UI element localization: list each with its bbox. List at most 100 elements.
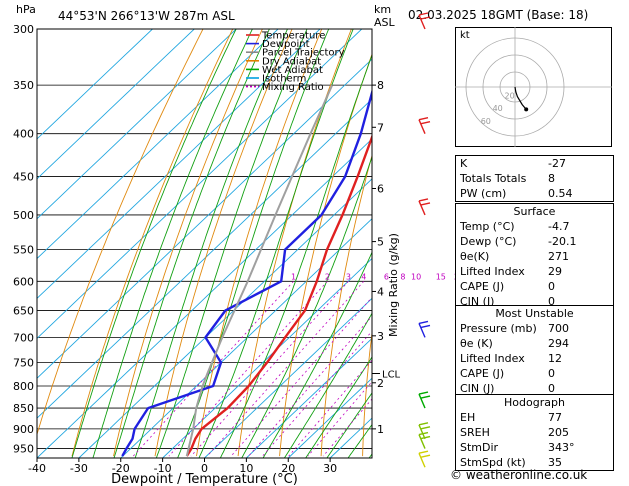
temp-tick-label: 10: [239, 462, 253, 475]
param-name: CAPE (J): [460, 367, 505, 380]
param-name: Totals Totals: [460, 172, 527, 185]
param-name: EH: [460, 411, 476, 424]
dry-adiabat-line: [237, 29, 352, 457]
param-value: 0: [548, 295, 555, 308]
param-name: Temp (°C): [460, 220, 515, 233]
param-name: Lifted Index: [460, 352, 525, 365]
param-row: Dewp (°C) -20.1: [456, 234, 613, 249]
param-name: θe (K): [460, 337, 493, 350]
hodo-ring-label: 40: [493, 104, 503, 113]
isotherm-line: [120, 218, 372, 458]
mixing-ratio-label: 4: [361, 272, 366, 281]
param-row: EH 77: [456, 410, 613, 425]
param-value: 77: [548, 411, 562, 424]
pressure-tick-label: 600: [13, 275, 34, 288]
km-tick-label: 1: [377, 423, 384, 436]
param-name: StmSpd (kt): [460, 456, 526, 469]
surface-panel: Surface Temp (°C) -4.7 Dewp (°C) -20.1 θe(K)…: [455, 203, 614, 310]
param-name: SREH: [460, 426, 490, 439]
param-row: Lifted Index 29: [456, 264, 613, 279]
wet-adiabat-line: [177, 29, 330, 458]
mixing-ratio-label: 2: [325, 272, 330, 281]
pressure-tick-label: 550: [13, 244, 34, 257]
dry-adiabat-line: [320, 153, 372, 457]
temp-tick-label: -40: [28, 462, 46, 475]
param-row: CIN (J) 0: [456, 294, 613, 309]
km-tick-label: 3: [377, 330, 384, 343]
km-tick-label: 2: [377, 377, 384, 390]
hodograph-title: Hodograph: [504, 396, 565, 409]
isotherm-line: [37, 29, 279, 260]
hpa-label: hPa: [16, 3, 36, 16]
param-name: θe(K): [460, 250, 490, 263]
mixing-ratio-label: 1: [291, 272, 296, 281]
mixing-ratio-label: 15: [436, 272, 446, 281]
param-value: 35: [548, 456, 562, 469]
wet-adiabat-line: [219, 53, 372, 458]
mixing-ratio-line: [230, 296, 372, 457]
lcl-label: LCL: [382, 370, 401, 381]
pressure-tick-label: 400: [13, 128, 34, 141]
param-value: -20.1: [548, 235, 577, 248]
wet-adiabat-line: [134, 29, 288, 458]
wet-adiabat-line: [241, 155, 372, 458]
series-dewpoint: [121, 88, 372, 457]
series-parcel-trajectory: [185, 84, 334, 457]
param-value: 0: [548, 280, 555, 293]
isotherm-line: [37, 29, 237, 220]
wind-barb: [418, 422, 431, 440]
param-value: 0: [548, 367, 555, 380]
indices-panel: K -27 Totals Totals 8 PW (cm) 0.54: [455, 155, 614, 202]
wet-adiabat-line: [155, 29, 308, 458]
most-unstable-panel: Most Unstable Pressure (mb) 700 θe (K) 294 L…: [455, 305, 614, 397]
param-row: θe (K) 294: [456, 336, 613, 351]
plot-frame: [36, 28, 373, 459]
pressure-tick-label: 450: [13, 171, 34, 184]
param-value: 0.54: [548, 187, 573, 200]
param-row: PW (cm) 0.54: [456, 186, 613, 201]
param-value: 343°: [548, 441, 575, 454]
param-value: 29: [548, 265, 562, 278]
pressure-tick-label: 750: [13, 357, 34, 370]
temp-tick-label: 0: [201, 462, 208, 475]
dry-adiabat-line: [37, 29, 204, 436]
param-value: 294: [548, 337, 569, 350]
isotherm-line: [246, 337, 372, 458]
mixing-ratio-label: 10: [411, 272, 421, 281]
pressure-tick-label: 700: [13, 331, 34, 344]
wet-adiabat-line: [305, 356, 372, 458]
wind-barb: [418, 320, 431, 338]
isotherm-line: [37, 98, 372, 419]
param-row: Temp (°C) -4.7: [456, 219, 613, 234]
hodo-ring-label: 20: [505, 91, 515, 100]
param-row: CAPE (J) 0: [456, 366, 613, 381]
temp-tick-label: 30: [323, 462, 337, 475]
temp-tick-label: -10: [154, 462, 172, 475]
isotherm-line: [37, 29, 321, 300]
param-name: Dewp (°C): [460, 235, 517, 248]
param-name: StmDir: [460, 441, 499, 454]
pressure-tick-label: 900: [13, 423, 34, 436]
legend-label: Wet Adiabat: [262, 65, 323, 76]
wet-adiabat-line: [71, 29, 237, 458]
dry-adiabat-line: [196, 29, 323, 457]
legend-label: Temperature: [261, 31, 325, 42]
param-row: θe(K) 271: [456, 249, 613, 264]
isotherm-line: [37, 29, 195, 180]
km-tick-label: 6: [377, 183, 384, 196]
mixing-ratio-label: 3: [346, 272, 351, 281]
surface-title: Surface: [513, 205, 556, 218]
most-unstable-title: Most Unstable: [495, 307, 574, 320]
isotherm-line: [37, 29, 363, 339]
wet-adiabat-line: [92, 29, 253, 458]
series-temperature: [185, 133, 372, 457]
km-tick-label: 5: [377, 236, 384, 249]
param-row: Totals Totals 8: [456, 171, 613, 186]
wind-barb: [418, 198, 431, 216]
dry-adiabat-line: [113, 29, 263, 457]
location-title: 44°53'N 266°13'W 287m ASL: [58, 9, 235, 23]
mixing-ratio-line: [248, 315, 372, 457]
